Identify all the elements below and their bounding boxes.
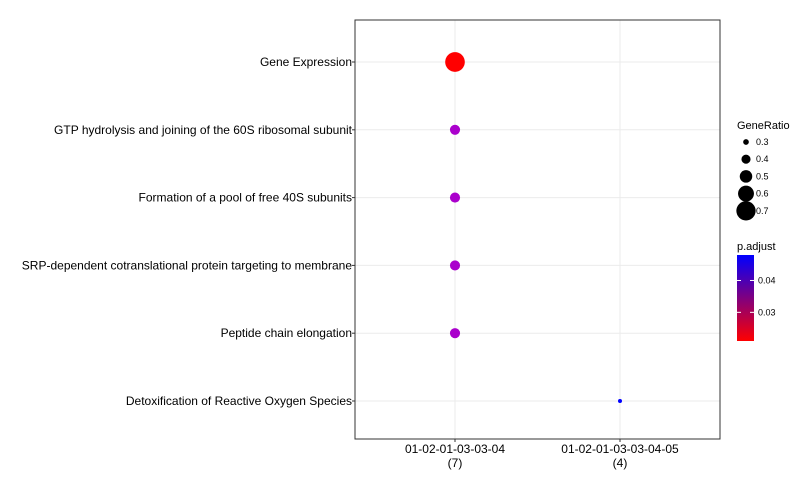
- x-tick-label: 01-02-01-03-03-04-05 (4): [561, 442, 679, 470]
- size-legend: GeneRatio 0.3 0.4 0.5 0.6 0.7: [736, 120, 790, 221]
- size-legend-label: 0.7: [756, 206, 769, 216]
- plot-panel-border: [354, 19, 721, 440]
- data-point: [445, 52, 465, 72]
- y-tick-label: Formation of a pool of free 40S subunits: [139, 191, 352, 205]
- data-point: [449, 260, 461, 271]
- data-point: [449, 192, 461, 203]
- size-legend-key: [743, 139, 749, 145]
- color-bar: [737, 255, 754, 341]
- size-legend-label: 0.4: [756, 154, 769, 164]
- y-tick-label: GTP hydrolysis and joining of the 60S ri…: [54, 123, 353, 137]
- size-legend-title: GeneRatio: [737, 120, 790, 132]
- size-legend-label: 0.6: [756, 189, 769, 199]
- size-legend-key: [736, 201, 756, 221]
- y-tick-label: SRP-dependent cotranslational protein ta…: [22, 258, 353, 272]
- color-legend-title: p.adjust: [737, 241, 776, 253]
- size-legend-label: 0.5: [756, 171, 769, 181]
- y-tick-label: Peptide chain elongation: [221, 326, 352, 340]
- data-points: [445, 52, 622, 403]
- data-point: [618, 399, 622, 403]
- color-legend: p.adjust 0.03 0.04: [737, 241, 776, 341]
- x-axis-tick-labels: 01-02-01-03-03-04 (7) 01-02-01-03-03-04-05…: [405, 439, 679, 470]
- y-tick-label: Gene Expression: [260, 55, 352, 69]
- y-axis-tick-labels: Gene Expression GTP hydrolysis and joinin…: [22, 55, 355, 408]
- color-legend-label: 0.03: [758, 307, 776, 317]
- size-legend-label: 0.3: [756, 137, 769, 147]
- size-legend-key: [739, 170, 753, 183]
- size-legend-key: [741, 154, 751, 164]
- data-point: [449, 124, 461, 135]
- color-legend-label: 0.04: [758, 275, 776, 285]
- grid-lines: [355, 20, 720, 439]
- y-tick-label: Detoxification of Reactive Oxygen Specie…: [126, 394, 352, 408]
- size-legend-key: [738, 185, 754, 202]
- x-tick-label: 01-02-01-03-03-04 (7): [405, 442, 505, 470]
- data-point: [449, 328, 461, 339]
